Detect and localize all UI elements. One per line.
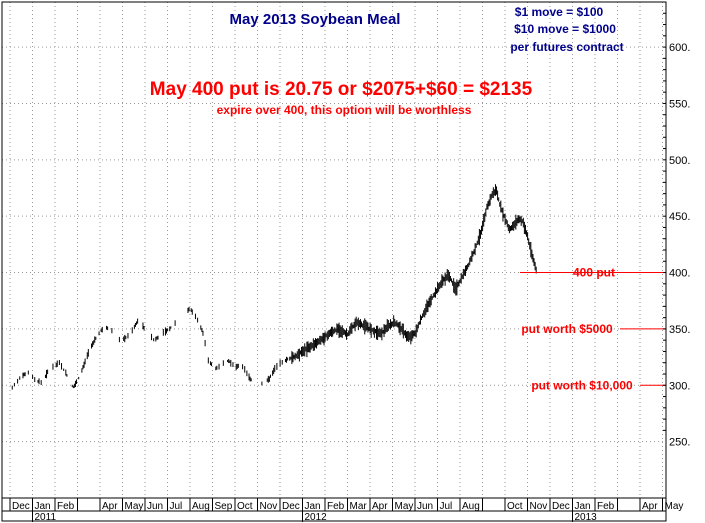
y-tick-label: 550.	[669, 98, 690, 110]
annotation-label: put worth $10,000	[531, 378, 633, 392]
x-month-label: Jun	[417, 501, 433, 512]
x-year-label: 2012	[305, 512, 328, 523]
y-tick-label: 500.	[669, 155, 690, 167]
x-month-label: Aug	[462, 501, 480, 512]
x-month-label: Jan	[305, 501, 321, 512]
x-month-label: Jul	[170, 501, 183, 512]
x-month-label: Dec	[552, 501, 570, 512]
x-month-label: Nov	[260, 501, 278, 512]
x-month-label: Jul	[440, 501, 453, 512]
y-tick-label: 450.	[669, 211, 690, 223]
put-annotations: 400 put put worth $5000 put worth $10,000	[520, 266, 666, 392]
subheadline: expire over 400, this option will be wor…	[217, 103, 472, 117]
x-month-label: Apr	[102, 501, 118, 512]
x-month-label: Feb	[597, 501, 615, 512]
x-month-label: Dec	[12, 501, 30, 512]
x-month-label: Jan	[575, 501, 591, 512]
contract-note-line-1: $1 move = $100	[515, 5, 604, 19]
x-month-label: Jan	[35, 501, 51, 512]
y-tick-label: 300.	[669, 380, 690, 392]
annotation-label: 400 put	[573, 266, 615, 280]
headline: May 400 put is 20.75 or $2075+$60 = $213…	[150, 79, 533, 100]
x-month-label: Sep	[215, 501, 233, 512]
chart-grid	[2, 2, 666, 498]
y-tick-label: 600.	[669, 42, 690, 54]
x-month-label: Apr	[372, 501, 388, 512]
y-tick-label: 400.	[669, 268, 690, 280]
chart-title: May 2013 Soybean Meal	[230, 11, 401, 28]
x-month-label: Oct	[237, 501, 253, 512]
chart-axes: 250. 300. 350. 400. 450. 500. 550. 600. Dec Jan Fe…	[1, 1, 690, 523]
y-tick-label: 250.	[669, 437, 690, 449]
x-month-label: Dec	[282, 501, 300, 512]
x-year-label: 2013	[575, 512, 598, 523]
x-month-label: Oct	[507, 501, 523, 512]
x-month-label: Nov	[530, 501, 548, 512]
contract-note-line-2: $10 move = $1000	[514, 22, 616, 36]
x-month-label: Feb	[327, 501, 345, 512]
x-month-label: May	[665, 501, 684, 512]
price-bars	[11, 184, 537, 390]
x-year-label: 2011	[35, 512, 57, 523]
x-month-label: Mar	[350, 501, 368, 512]
x-month-label: Apr	[642, 501, 658, 512]
x-month-label: May	[125, 501, 144, 512]
x-month-label: Feb	[57, 501, 75, 512]
annotation-label: put worth $5000	[521, 322, 613, 336]
x-month-label: Jun	[147, 501, 163, 512]
x-month-label: Aug	[192, 501, 210, 512]
contract-note-line-3: per futures contract	[510, 40, 623, 54]
y-tick-label: 350.	[669, 324, 690, 336]
x-month-label: May	[395, 501, 414, 512]
